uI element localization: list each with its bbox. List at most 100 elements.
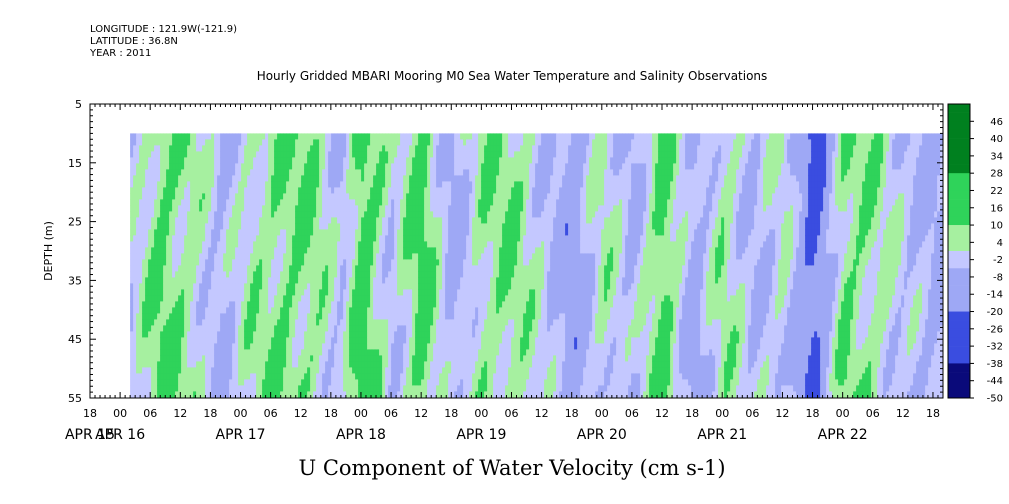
heatmap-cell: [133, 343, 137, 350]
heatmap-cell: [223, 247, 227, 254]
heatmap-cell: [367, 265, 371, 272]
heatmap-cell: [232, 181, 236, 188]
heatmap-cell: [436, 199, 440, 206]
heatmap-cell: [364, 241, 368, 248]
heatmap-cell: [241, 229, 245, 236]
heatmap-cell: [445, 133, 449, 140]
heatmap-cell: [205, 301, 209, 308]
heatmap-cell: [142, 265, 146, 272]
heatmap-cell: [358, 175, 362, 182]
heatmap-cell: [442, 301, 446, 308]
heatmap-cell: [313, 343, 317, 350]
heatmap-cell: [376, 367, 380, 374]
heatmap-cell: [457, 163, 461, 170]
heatmap-cell: [442, 169, 446, 176]
heatmap-cell: [328, 325, 332, 332]
heatmap-cell: [250, 241, 254, 248]
heatmap-cell: [235, 139, 239, 146]
heatmap-cell: [247, 253, 251, 260]
heatmap-cell: [325, 301, 329, 308]
heatmap-cell: [457, 277, 461, 284]
heatmap-cell: [187, 277, 191, 284]
heatmap-cell: [130, 307, 134, 314]
heatmap-cell: [394, 379, 398, 386]
heatmap-cell: [289, 229, 293, 236]
heatmap-cell: [136, 271, 140, 278]
heatmap-cell: [328, 379, 332, 386]
heatmap-cell: [169, 337, 173, 344]
heatmap-cell: [151, 349, 155, 356]
heatmap-cell: [304, 277, 308, 284]
heatmap-cell: [355, 277, 359, 284]
heatmap-cell: [154, 391, 158, 398]
heatmap-cell: [193, 139, 197, 146]
heatmap-cell: [292, 373, 296, 380]
heatmap-cell: [319, 163, 323, 170]
heatmap-cell: [256, 331, 260, 338]
heatmap-cell: [190, 391, 194, 398]
heatmap-cell: [295, 187, 299, 194]
heatmap-cell: [205, 139, 209, 146]
heatmap-cell: [304, 301, 308, 308]
heatmap-cell: [370, 169, 374, 176]
heatmap-cell: [274, 277, 278, 284]
heatmap-cell: [367, 289, 371, 296]
heatmap-cell: [322, 319, 326, 326]
heatmap-cell: [439, 187, 443, 194]
heatmap-cell: [187, 139, 191, 146]
heatmap-cell: [274, 157, 278, 164]
heatmap-cell: [211, 313, 215, 320]
heatmap-cell: [346, 235, 350, 242]
heatmap-cell: [190, 151, 194, 158]
heatmap-cell: [421, 319, 425, 326]
heatmap-cell: [223, 385, 227, 392]
heatmap-cell: [358, 253, 362, 260]
heatmap-cell: [220, 247, 224, 254]
heatmap-cell: [262, 223, 266, 230]
heatmap-cell: [202, 187, 206, 194]
heatmap-cell: [244, 277, 248, 284]
heatmap-cell: [421, 193, 425, 200]
heatmap-cell: [436, 319, 440, 326]
heatmap-cell: [268, 379, 272, 386]
heatmap-cell: [331, 193, 335, 200]
heatmap-cell: [451, 343, 455, 350]
heatmap-cell: [316, 247, 320, 254]
heatmap-cell: [187, 355, 191, 362]
heatmap-cell: [400, 193, 404, 200]
heatmap-cell: [382, 151, 386, 158]
heatmap-cell: [319, 283, 323, 290]
heatmap-cell: [277, 343, 281, 350]
heatmap-cell: [424, 301, 428, 308]
heatmap-cell: [424, 157, 428, 164]
heatmap-cell: [160, 235, 164, 242]
heatmap-cell: [163, 145, 167, 152]
heatmap-cell: [157, 193, 161, 200]
heatmap-cell: [400, 211, 404, 218]
heatmap-cell: [331, 373, 335, 380]
heatmap-cell: [136, 247, 140, 254]
heatmap-cell: [307, 151, 311, 158]
heatmap-cell: [379, 151, 383, 158]
heatmap-cell: [442, 235, 446, 242]
heatmap-cell: [232, 247, 236, 254]
heatmap-cell: [325, 241, 329, 248]
heatmap-cell: [382, 379, 386, 386]
heatmap-cell: [352, 355, 356, 362]
heatmap-cell: [316, 181, 320, 188]
heatmap-cell: [424, 187, 428, 194]
heatmap-cell: [433, 289, 437, 296]
heatmap-cell: [361, 289, 365, 296]
heatmap-cell: [220, 229, 224, 236]
heatmap-cell: [352, 175, 356, 182]
heatmap-cell: [400, 253, 404, 260]
heatmap-cell: [211, 283, 215, 290]
heatmap-cell: [139, 193, 143, 200]
heatmap-cell: [433, 331, 437, 338]
heatmap-cell: [412, 313, 416, 320]
heatmap-cell: [310, 217, 314, 224]
heatmap-cell: [169, 205, 173, 212]
heatmap-cell: [166, 349, 170, 356]
heatmap-cell: [166, 217, 170, 224]
heatmap-cell: [196, 331, 200, 338]
